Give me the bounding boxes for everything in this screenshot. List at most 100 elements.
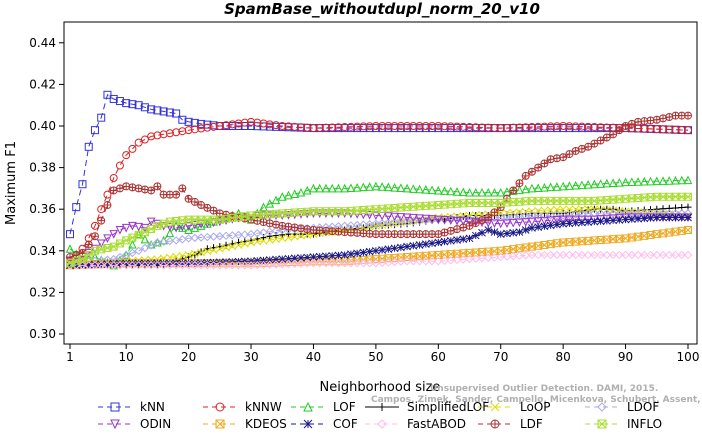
data-point [453, 122, 462, 131]
data-point [646, 124, 655, 133]
data-point [446, 186, 456, 196]
legend-marker [215, 402, 225, 412]
data-point [121, 250, 131, 260]
plot-series [65, 90, 693, 270]
data-point [353, 249, 362, 258]
legend-item-loop: LoOP [478, 400, 551, 414]
data-point [371, 219, 381, 228]
data-point [196, 261, 206, 270]
data-point [178, 216, 187, 225]
legend-marker [597, 402, 607, 412]
data-point [271, 220, 281, 229]
legend-item-knnw: kNNW [203, 400, 282, 414]
x-axis: 1 10 20 30 40 50 60 70 80 90 100 [66, 344, 699, 364]
data-point [646, 176, 655, 186]
data-point [553, 220, 561, 229]
data-point [453, 236, 461, 244]
data-point [496, 230, 505, 239]
legend-label: LDOF [627, 400, 659, 414]
data-point [359, 248, 368, 257]
data-point [352, 220, 362, 230]
data-point [315, 259, 324, 268]
data-point [652, 250, 661, 260]
data-point [171, 261, 181, 270]
data-point [490, 253, 499, 262]
data-point [546, 122, 555, 131]
data-point [577, 209, 587, 219]
data-point [278, 255, 287, 263]
data-point [402, 217, 412, 226]
data-point [121, 223, 131, 233]
data-point [465, 217, 474, 227]
y-axis: 0.30 0.32 0.34 0.36 0.38 0.40 0.42 0.44 [29, 36, 64, 341]
data-point [553, 205, 561, 214]
y-tick-label: 0.40 [29, 119, 56, 133]
data-point [190, 118, 199, 127]
data-point [377, 258, 387, 268]
data-point [415, 241, 424, 249]
data-point [259, 228, 268, 237]
data-point [103, 234, 112, 243]
data-point [215, 215, 224, 224]
legend-marker [378, 403, 386, 411]
data-point [521, 211, 530, 221]
data-point [265, 199, 275, 208]
data-point [221, 261, 231, 270]
data-point [571, 122, 580, 131]
data-point [165, 217, 174, 226]
data-point [390, 122, 399, 130]
series-inflo [66, 192, 692, 268]
data-point [558, 215, 568, 225]
data-point [315, 252, 324, 261]
data-point [265, 236, 274, 244]
data-point [540, 211, 549, 220]
data-point [240, 239, 249, 248]
data-point [372, 246, 380, 255]
data-point [558, 181, 568, 191]
data-point [452, 215, 462, 224]
data-point [527, 183, 537, 193]
data-point [671, 175, 680, 185]
data-point [171, 221, 181, 230]
data-point [658, 176, 668, 185]
data-point [677, 213, 686, 222]
data-point [659, 205, 667, 213]
data-point [571, 205, 580, 214]
data-point [396, 213, 406, 222]
data-point [140, 103, 149, 112]
data-point [609, 130, 618, 139]
data-point [384, 258, 393, 267]
data-point [440, 122, 449, 131]
data-point [483, 187, 493, 197]
data-point [172, 216, 181, 225]
data-point [652, 213, 661, 222]
data-point [178, 261, 187, 270]
data-point [659, 114, 668, 123]
data-point [390, 182, 399, 192]
data-point [427, 256, 437, 266]
data-point [90, 126, 99, 135]
data-point [509, 212, 518, 221]
data-point [684, 213, 692, 222]
legend-marker [215, 419, 225, 429]
data-point [596, 123, 605, 132]
y-tick-label: 0.42 [29, 77, 56, 91]
series-fastabod [65, 250, 693, 270]
data-point [172, 252, 180, 261]
legend-label: LoOP [520, 400, 551, 414]
data-point [684, 126, 692, 135]
data-point [477, 254, 487, 263]
y-axis-label: Maximum F1 [4, 141, 19, 225]
legend-item-fastabod: FastABOD [365, 417, 466, 431]
data-point [234, 241, 243, 249]
data-point [659, 213, 667, 222]
data-point [577, 180, 587, 190]
data-point [359, 259, 368, 268]
data-point [115, 161, 124, 170]
x-tick-label: 1 [66, 350, 74, 364]
data-point [584, 205, 592, 214]
data-point [440, 216, 449, 225]
data-point [478, 228, 486, 237]
data-point [484, 226, 493, 234]
data-point [184, 126, 193, 135]
